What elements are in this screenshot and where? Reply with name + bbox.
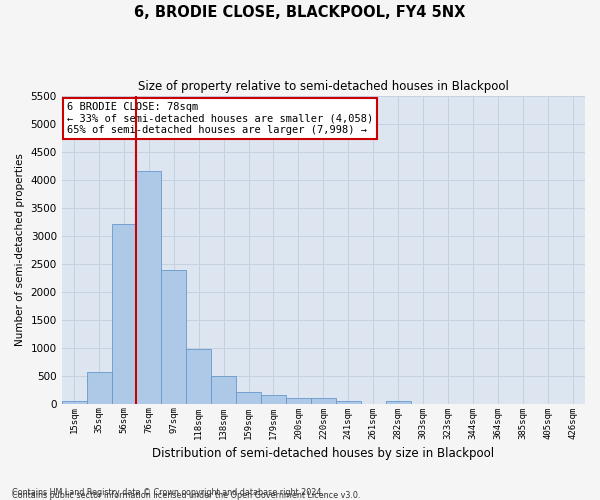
Bar xyxy=(112,224,136,404)
Bar xyxy=(211,376,236,404)
Bar xyxy=(186,348,211,404)
Text: Contains public sector information licensed under the Open Government Licence v3: Contains public sector information licen… xyxy=(12,492,361,500)
Bar xyxy=(236,392,261,404)
Bar xyxy=(386,401,410,404)
Bar xyxy=(136,171,161,404)
Y-axis label: Number of semi-detached properties: Number of semi-detached properties xyxy=(15,153,25,346)
Bar xyxy=(161,270,186,404)
Bar xyxy=(286,398,311,404)
Bar xyxy=(62,400,86,404)
Bar xyxy=(86,372,112,404)
Bar xyxy=(261,394,286,404)
Text: 6 BRODIE CLOSE: 78sqm
← 33% of semi-detached houses are smaller (4,058)
65% of s: 6 BRODIE CLOSE: 78sqm ← 33% of semi-deta… xyxy=(67,102,373,135)
X-axis label: Distribution of semi-detached houses by size in Blackpool: Distribution of semi-detached houses by … xyxy=(152,447,494,460)
Text: Contains HM Land Registry data © Crown copyright and database right 2024.: Contains HM Land Registry data © Crown c… xyxy=(12,488,324,497)
Title: Size of property relative to semi-detached houses in Blackpool: Size of property relative to semi-detach… xyxy=(138,80,509,93)
Text: 6, BRODIE CLOSE, BLACKPOOL, FY4 5NX: 6, BRODIE CLOSE, BLACKPOOL, FY4 5NX xyxy=(134,5,466,20)
Bar xyxy=(336,401,361,404)
Bar xyxy=(311,398,336,404)
